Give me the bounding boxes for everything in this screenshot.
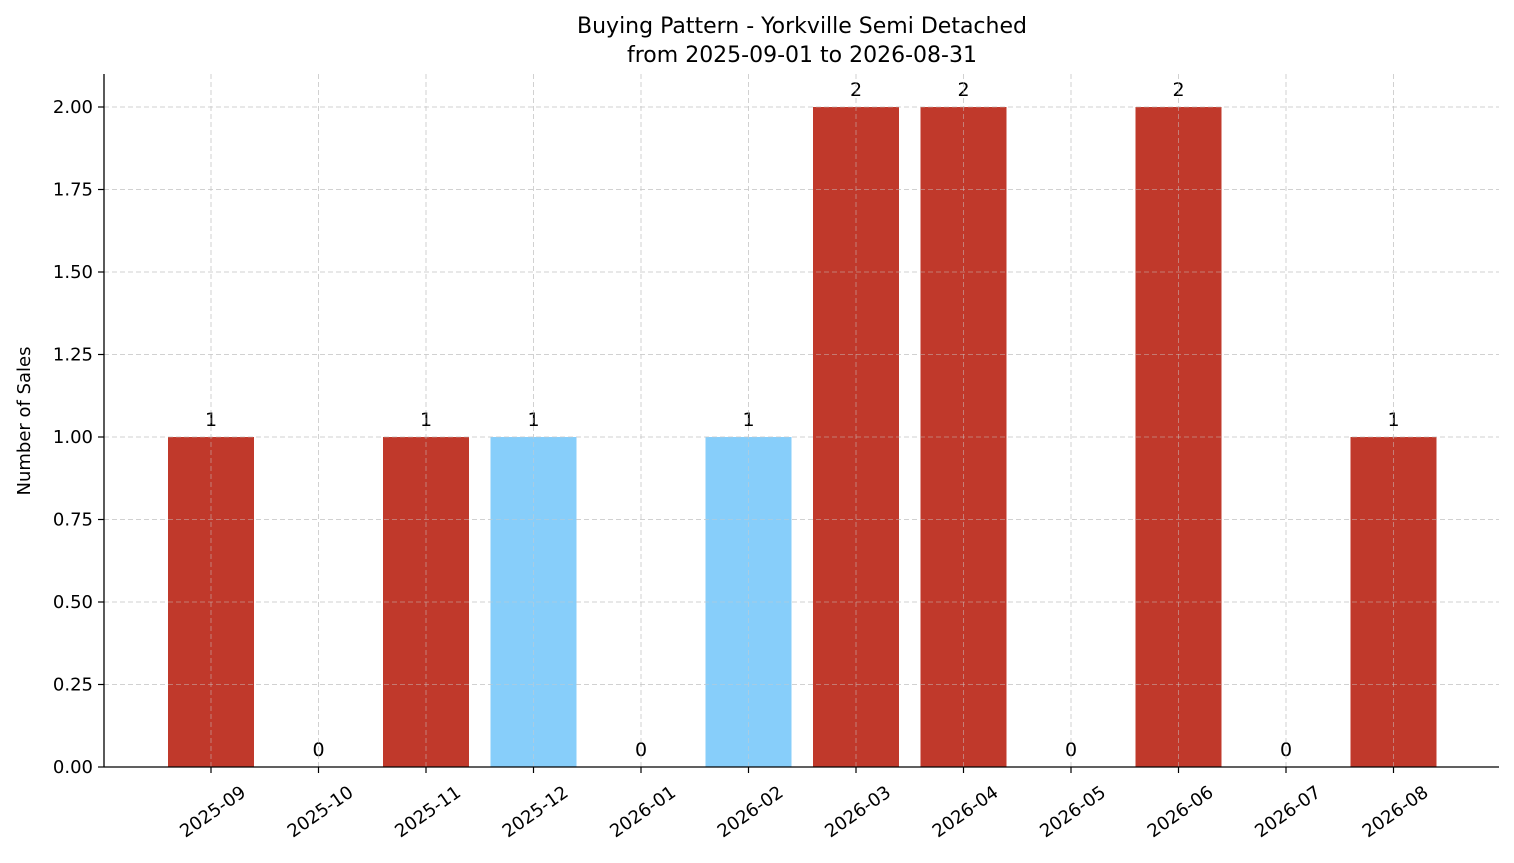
y-axis-label: Number of Sales <box>14 346 35 495</box>
x-tick-label: 2025-09 <box>176 782 250 842</box>
x-tick-label: 2026-08 <box>1359 782 1433 842</box>
x-tick-label: 2026-04 <box>929 782 1003 842</box>
x-tick-label: 2026-05 <box>1036 782 1110 842</box>
y-tick-label: 1.50 <box>53 262 93 283</box>
x-tick-label: 2026-06 <box>1144 782 1218 842</box>
x-tick-label: 2026-07 <box>1251 782 1325 842</box>
y-tick-label: 1.00 <box>53 427 93 448</box>
x-tick-label: 2026-03 <box>821 782 895 842</box>
chart-subtitle: from 2025-09-01 to 2026-08-31 <box>627 43 977 68</box>
x-tick-label: 2025-11 <box>391 782 465 842</box>
x-tick-label: 2025-12 <box>499 782 573 842</box>
bars <box>168 107 1437 767</box>
y-tick-label: 2.00 <box>53 97 93 118</box>
chart-title: Buying Pattern - Yorkville Semi Detached <box>577 14 1027 39</box>
y-tick-label: 1.25 <box>53 345 93 366</box>
x-tick-label: 2026-01 <box>606 782 680 842</box>
y-tick-label: 0.00 <box>53 757 93 778</box>
y-tick-label: 0.50 <box>53 592 93 613</box>
y-tick-label: 1.75 <box>53 180 93 201</box>
x-tick-label: 2025-10 <box>284 782 358 842</box>
grid-lines <box>104 74 1499 768</box>
x-tick-label: 2026-02 <box>714 782 788 842</box>
y-tick-label: 0.25 <box>53 675 93 696</box>
y-tick-label: 0.75 <box>53 510 93 531</box>
